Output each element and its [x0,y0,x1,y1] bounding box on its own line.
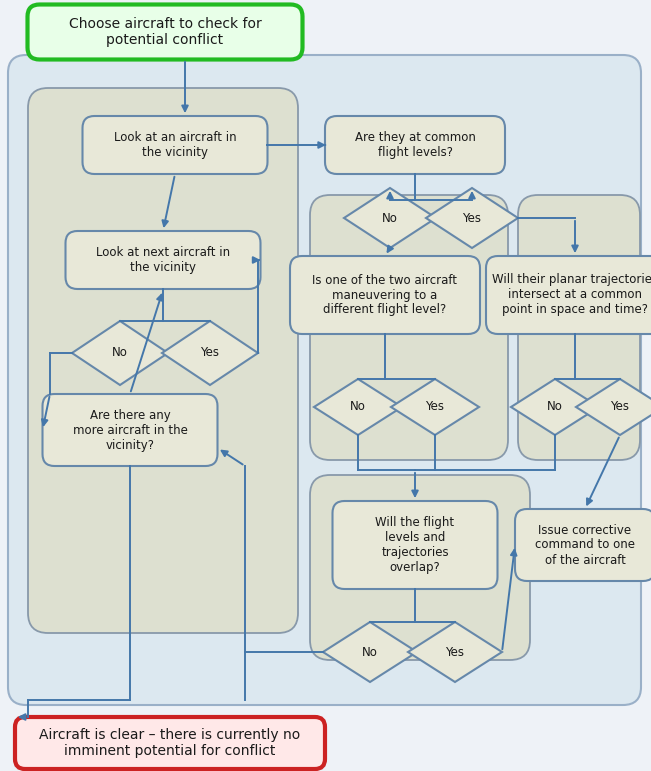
FancyBboxPatch shape [8,55,641,705]
Text: Yes: Yes [201,346,219,359]
Text: Will their planar trajectories
intersect at a common
point in space and time?: Will their planar trajectories intersect… [492,274,651,317]
Text: Look at an aircraft in
the vicinity: Look at an aircraft in the vicinity [114,131,236,159]
Text: Will the flight
levels and
trajectories
overlap?: Will the flight levels and trajectories … [376,516,454,574]
Text: Are they at common
flight levels?: Are they at common flight levels? [355,131,475,159]
Polygon shape [314,379,402,435]
FancyBboxPatch shape [310,195,508,460]
Text: Issue corrective
command to one
of the aircraft: Issue corrective command to one of the a… [535,524,635,567]
FancyBboxPatch shape [27,5,303,59]
Polygon shape [576,379,651,435]
Polygon shape [408,622,502,682]
FancyBboxPatch shape [42,394,217,466]
Text: Is one of the two aircraft
maneuvering to a
different flight level?: Is one of the two aircraft maneuvering t… [312,274,458,317]
Text: Yes: Yes [426,400,445,413]
FancyBboxPatch shape [290,256,480,334]
Polygon shape [344,188,436,248]
Text: Are there any
more aircraft in the
vicinity?: Are there any more aircraft in the vicin… [72,409,187,452]
Text: No: No [547,400,563,413]
FancyBboxPatch shape [518,195,640,460]
FancyBboxPatch shape [486,256,651,334]
Text: Choose aircraft to check for
potential conflict: Choose aircraft to check for potential c… [68,17,261,47]
FancyBboxPatch shape [325,116,505,174]
Polygon shape [511,379,599,435]
Polygon shape [72,321,168,385]
FancyBboxPatch shape [515,509,651,581]
Text: No: No [362,645,378,658]
Text: No: No [112,346,128,359]
FancyBboxPatch shape [28,88,298,633]
FancyBboxPatch shape [333,501,497,589]
FancyBboxPatch shape [66,231,260,289]
Polygon shape [391,379,479,435]
FancyBboxPatch shape [83,116,268,174]
Polygon shape [426,188,518,248]
Text: No: No [382,211,398,224]
Text: Look at next aircraft in
the vicinity: Look at next aircraft in the vicinity [96,246,230,274]
Text: No: No [350,400,366,413]
Polygon shape [323,622,417,682]
Text: Yes: Yes [462,211,482,224]
Text: Aircraft is clear – there is currently no
imminent potential for conflict: Aircraft is clear – there is currently n… [39,728,301,758]
FancyBboxPatch shape [15,717,325,769]
Text: Yes: Yes [445,645,465,658]
FancyBboxPatch shape [310,475,530,660]
Text: Yes: Yes [611,400,630,413]
Polygon shape [162,321,258,385]
